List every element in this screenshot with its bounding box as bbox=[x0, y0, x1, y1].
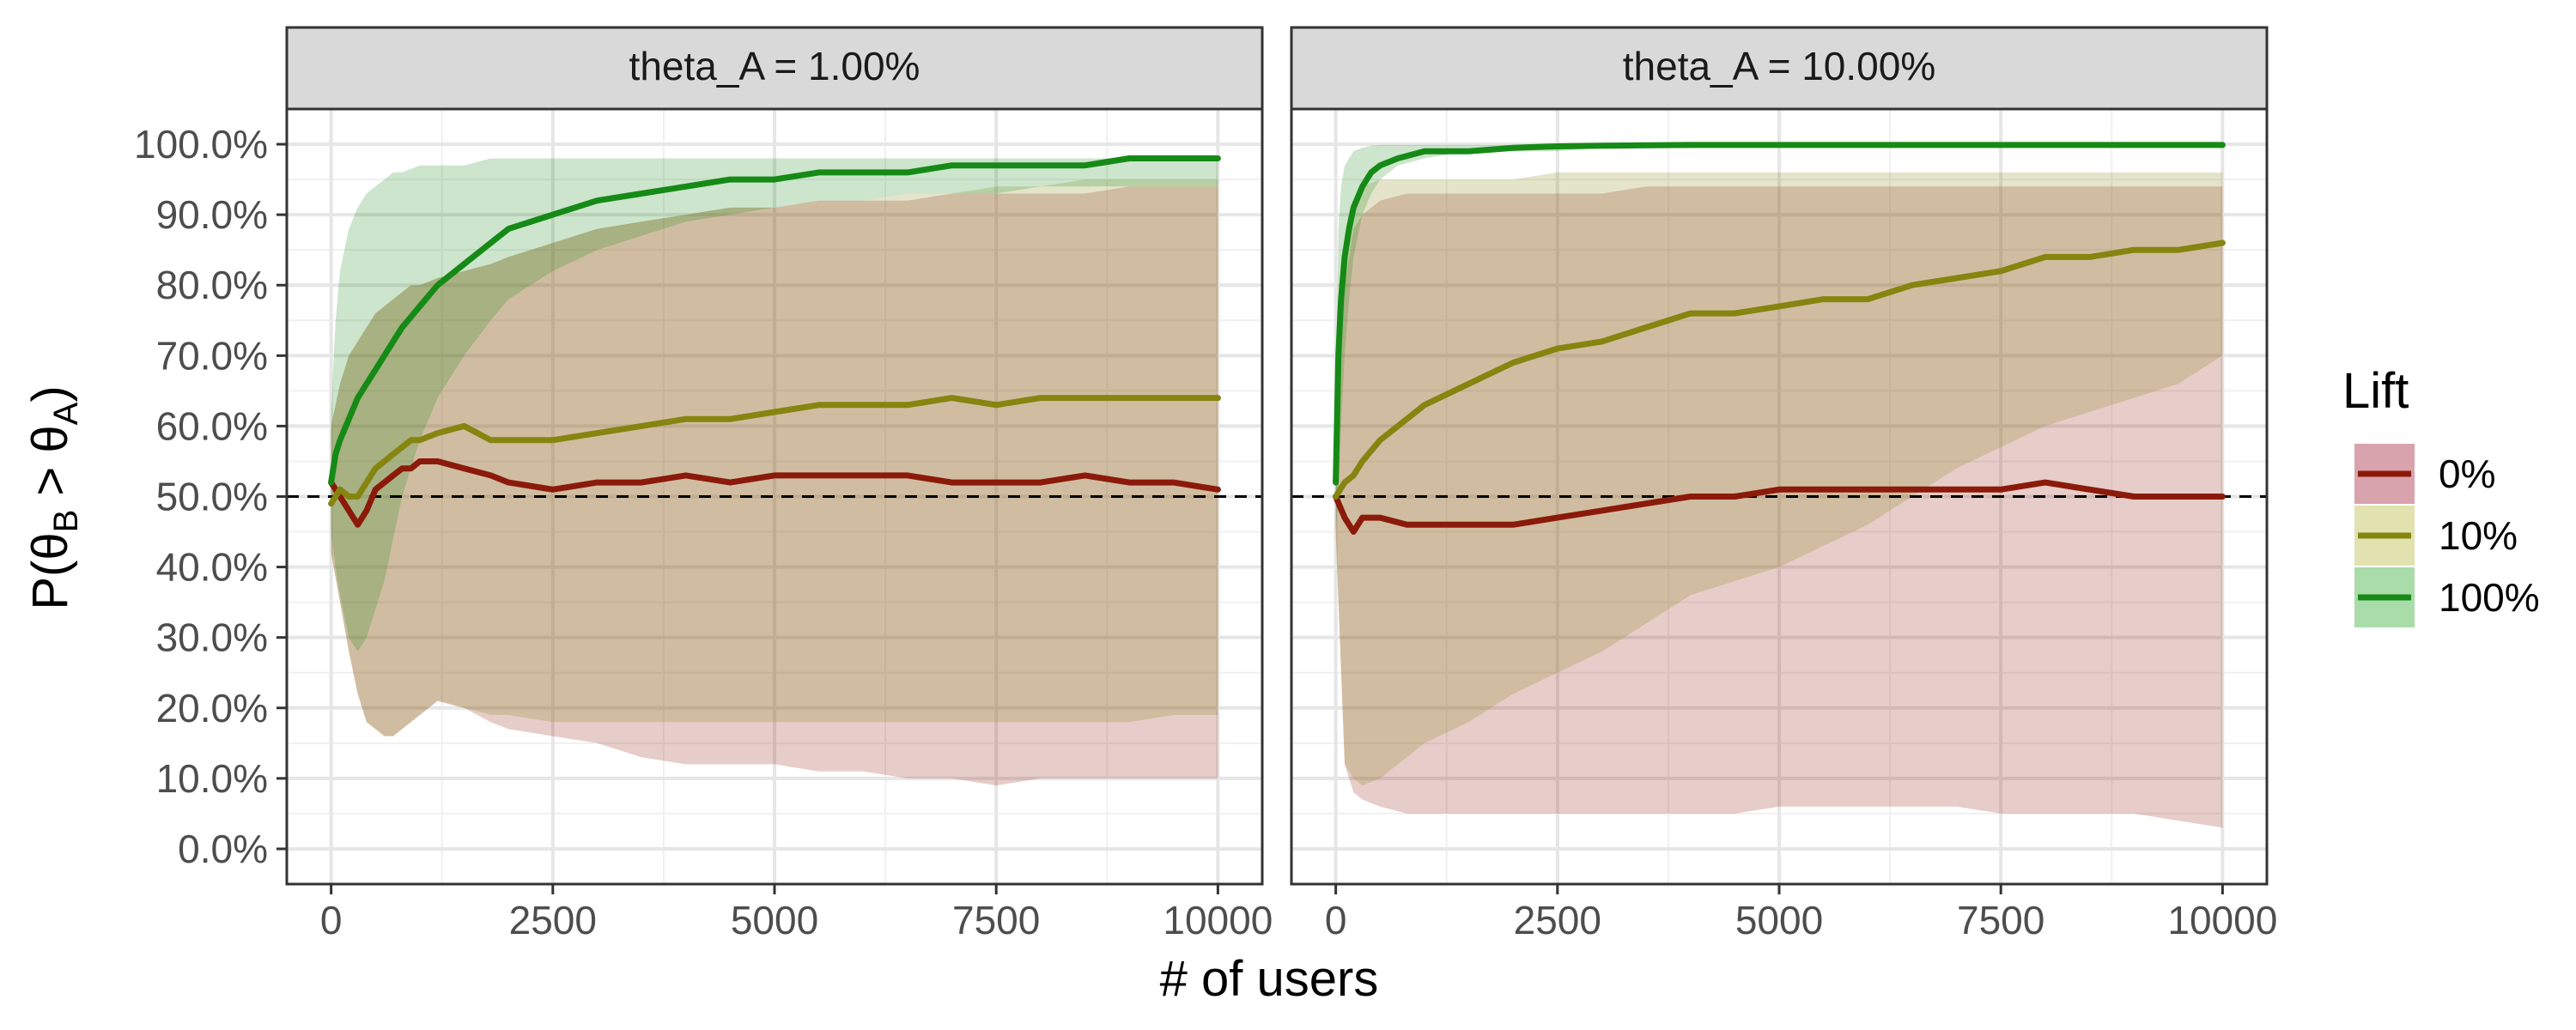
series-lines bbox=[1333, 142, 2226, 535]
panel-2: theta_A = 10.00% 0 2500 5000 7500 10000 bbox=[1290, 26, 2277, 942]
legend-title: Lift bbox=[2342, 363, 2409, 419]
x-tick-label: 7500 bbox=[952, 898, 1040, 942]
gridlines bbox=[287, 109, 1262, 884]
x-axis: 0 2500 5000 7500 10000 bbox=[320, 884, 1273, 942]
y-axis: 0.0% 10.0% 20.0% 30.0% 40.0% 50.0% 60.0% 70.0% 8… bbox=[134, 122, 287, 871]
x-tick-label: 10000 bbox=[2167, 898, 2277, 942]
series-line-0pct bbox=[328, 458, 1221, 528]
ribbon-10pct bbox=[331, 179, 1218, 736]
series-line-10pct bbox=[328, 395, 1221, 507]
ribbon-10pct bbox=[1335, 172, 2223, 786]
x-tick-label: 7500 bbox=[1957, 898, 2044, 942]
y-tick-label: 20.0% bbox=[156, 686, 268, 730]
x-tick-label: 2500 bbox=[509, 898, 597, 942]
legend-entry-100pct: 100% bbox=[2354, 567, 2540, 627]
y-tick-label: 10.0% bbox=[156, 756, 268, 801]
legend-label: 100% bbox=[2439, 575, 2540, 620]
series-lines bbox=[328, 155, 1221, 528]
facet-strip bbox=[1290, 26, 2269, 111]
x-axis: 0 2500 5000 7500 10000 bbox=[1325, 884, 2277, 942]
legend-entry-10pct: 10% bbox=[2354, 506, 2518, 566]
y-axis-title: P(θB > θA) bbox=[22, 385, 85, 609]
ribbons bbox=[331, 158, 1218, 786]
y-tick-label: 100.0% bbox=[134, 122, 268, 167]
panel-1: theta_A = 1.00% 0 2500 5000 7500 10000 0.0% 10.… bbox=[134, 26, 1273, 942]
x-tick-label: 0 bbox=[320, 898, 343, 942]
x-tick-label: 0 bbox=[1325, 898, 1347, 942]
ribbon-100pct bbox=[331, 158, 1218, 652]
legend-label: 10% bbox=[2439, 513, 2518, 558]
chart-panels: theta_A = 1.00% 0 2500 5000 7500 10000 0.0% 10.… bbox=[134, 26, 2277, 942]
x-tick-label: 5000 bbox=[731, 898, 818, 942]
y-tick-label: 80.0% bbox=[156, 263, 268, 307]
facet-strip bbox=[285, 26, 1264, 111]
ribbons bbox=[1335, 144, 2223, 828]
y-tick-label: 90.0% bbox=[156, 192, 268, 237]
legend-entry-0pct: 0% bbox=[2354, 444, 2495, 504]
x-tick-label: 5000 bbox=[1735, 898, 1823, 942]
facet-title: theta_A = 1.00% bbox=[629, 44, 920, 88]
x-tick-label: 10000 bbox=[1163, 898, 1273, 942]
series-line-0pct bbox=[1333, 479, 2226, 535]
x-tick-label: 2500 bbox=[1514, 898, 1601, 942]
y-tick-label: 0.0% bbox=[178, 827, 268, 871]
y-tick-label: 60.0% bbox=[156, 403, 268, 448]
legend: Lift 0% 10% 100% bbox=[2342, 363, 2540, 627]
facet-title: theta_A = 10.00% bbox=[1623, 44, 1935, 88]
y-tick-label: 50.0% bbox=[156, 475, 268, 519]
y-tick-label: 40.0% bbox=[156, 545, 268, 590]
x-axis-title: # of users bbox=[1160, 951, 1379, 1007]
series-line-10pct bbox=[1333, 239, 2226, 500]
legend-label: 0% bbox=[2439, 451, 2495, 496]
series-line-100pct bbox=[328, 155, 1221, 486]
ribbon-0pct bbox=[331, 186, 1218, 786]
y-tick-label: 70.0% bbox=[156, 333, 268, 378]
y-tick-label: 30.0% bbox=[156, 615, 268, 660]
series-line-100pct bbox=[1333, 142, 2226, 486]
